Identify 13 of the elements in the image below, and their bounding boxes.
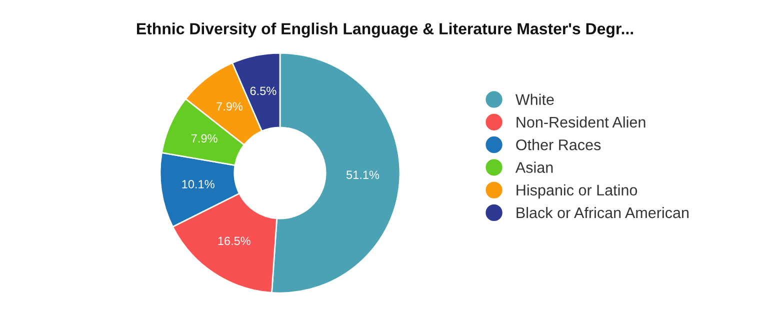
legend-label: Hispanic or Latino [516, 184, 638, 199]
chart-title: Ethnic Diversity of English Language & Literature Master's Degr... [137, 22, 633, 38]
legend-label: Non-Resident Alien [516, 116, 646, 128]
legend-label: Other Races [516, 139, 601, 150]
data-label: 51.1% [346, 170, 380, 180]
data-label: 7.9% [216, 102, 242, 111]
data-label: 6.5% [250, 86, 276, 96]
legend-label: Black or African American [516, 206, 688, 218]
data-label: 7.9% [191, 134, 218, 143]
data-label: 16.5% [218, 236, 250, 246]
data-label: 10.1% [182, 180, 214, 188]
legend-label: Asian [515, 162, 553, 173]
legend-label: White [515, 94, 554, 105]
